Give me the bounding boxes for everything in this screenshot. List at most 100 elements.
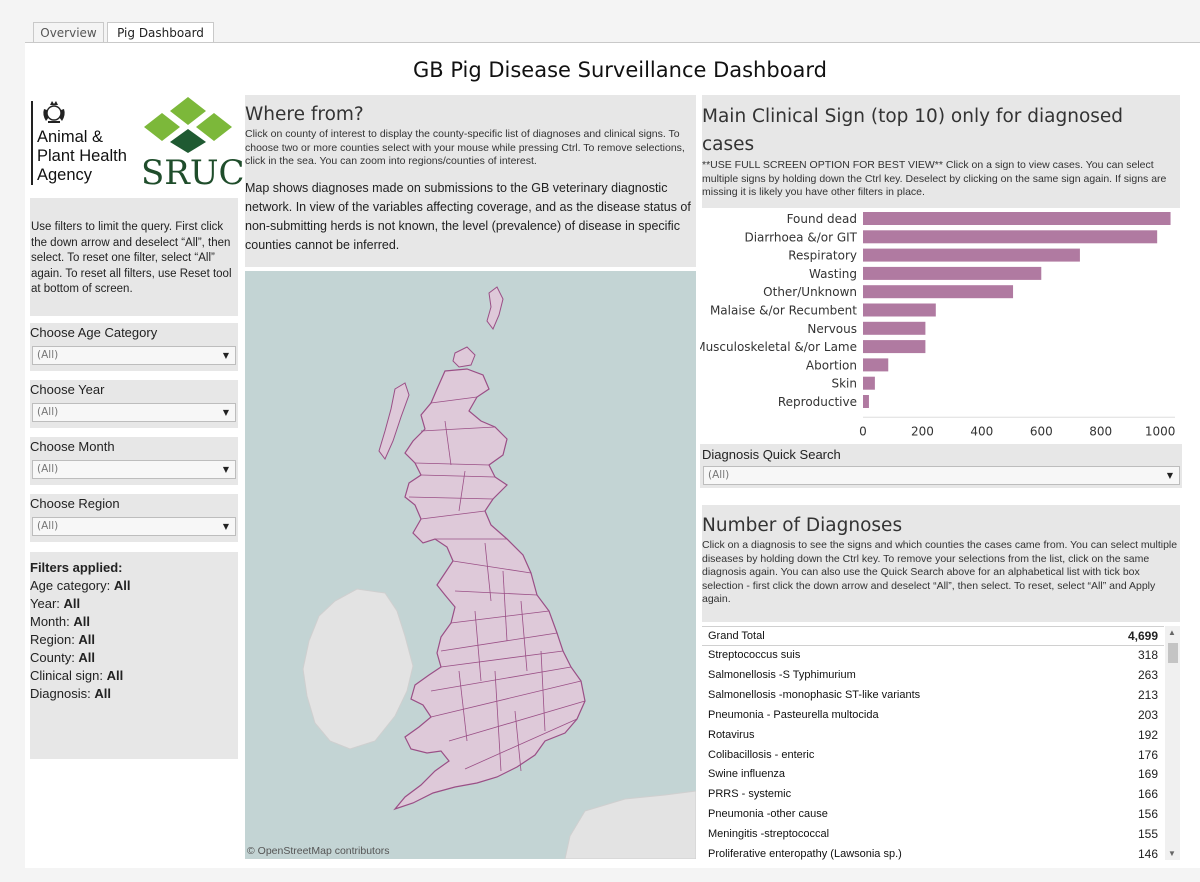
table-row[interactable]: Pneumonia - Pasteurella multocida 203 (702, 706, 1164, 726)
diagnoses-panel: Number of Diagnoses Click on a diagnosis… (702, 505, 1180, 622)
diagnosis-count: 146 (1137, 847, 1158, 860)
region-value: (All) (37, 520, 59, 532)
bar[interactable] (863, 340, 926, 354)
diagnosis-count: 156 (1137, 807, 1158, 822)
grand-total-row[interactable]: Grand Total 4,699 (702, 626, 1164, 646)
diagnosis-count: 4,699 (1127, 629, 1158, 643)
x-tick-label: 1000 (1145, 424, 1176, 438)
diagnosis-name: Rotavirus (708, 728, 755, 741)
tab-pig-dashboard[interactable]: Pig Dashboard (107, 22, 214, 44)
table-row[interactable]: PRRS - systemic 166 (702, 785, 1164, 805)
tab-overview[interactable]: Overview (33, 22, 104, 43)
applied-clinical-sign: Clinical sign: All (30, 667, 238, 685)
where-from-note: Map shows diagnoses made on submissions … (245, 180, 691, 252)
table-row[interactable]: Colibacillosis - enteric 176 (702, 746, 1164, 766)
category-label[interactable]: Found dead (787, 212, 857, 226)
apha-divider (31, 101, 33, 185)
county-map[interactable]: © OpenStreetMap contributors (245, 271, 696, 859)
bar[interactable] (863, 230, 1158, 244)
applied-county: County: All (30, 649, 238, 667)
clinical-sign-bar-chart[interactable]: Found dead Diarrhoea &/or GIT Respiratory W… (700, 207, 1182, 442)
dashboard-title: GB Pig Disease Surveillance Dashboard (412, 58, 828, 82)
filter-instructions: Use filters to limit the query. First cl… (30, 198, 238, 316)
map-svg[interactable] (245, 271, 696, 859)
category-label[interactable]: Wasting (809, 267, 857, 281)
table-row[interactable]: Streptococcus suis 318 (702, 646, 1164, 666)
diagnosis-count: 176 (1137, 747, 1158, 762)
category-label[interactable]: Musculoskeletal &/or Lame (700, 340, 857, 354)
applied-value: All (113, 578, 131, 593)
bar[interactable] (863, 303, 936, 317)
scroll-down-icon[interactable]: ▼ (1168, 849, 1176, 858)
category-label[interactable]: Respiratory (788, 249, 857, 263)
diagnoses-table: Proliferative enteropathy (Lawsonia sp.)… (702, 626, 1180, 860)
bar[interactable] (863, 376, 875, 390)
applied-value: All (94, 686, 111, 701)
bar[interactable] (863, 358, 889, 372)
sruc-leaf-icon (144, 97, 232, 153)
royal-crest-icon (43, 101, 65, 123)
bar[interactable] (863, 395, 869, 408)
category-label[interactable]: Other/Unknown (763, 285, 857, 299)
applied-label: Year: (30, 596, 64, 611)
filters-applied-heading: Filters applied: (30, 560, 123, 575)
quick-search-dropdown[interactable]: (All) ▼ (703, 466, 1180, 485)
table-row[interactable]: Salmonellosis -monophasic ST-like varian… (702, 686, 1164, 706)
where-from-instructions: Click on county of interest to display t… (245, 128, 685, 167)
logo-area: Animal & Plant Health Agency SRUC (30, 95, 245, 195)
age-category-dropdown[interactable]: (All) ▼ (32, 346, 236, 365)
scrollbar-thumb[interactable] (1168, 643, 1178, 663)
where-from-panel: Where from? Click on county of interest … (245, 95, 696, 267)
shetland-islands[interactable] (486, 286, 504, 330)
category-label[interactable]: Diarrhoea &/or GIT (744, 230, 857, 244)
applied-age: Age category: All (30, 577, 238, 595)
diagnosis-name: Streptococcus suis (708, 649, 801, 661)
applied-value: All (106, 668, 124, 683)
table-row[interactable]: Meningitis -streptococcal 155 (702, 825, 1164, 845)
month-label: Choose Month (30, 439, 115, 454)
month-dropdown[interactable]: (All) ▼ (32, 460, 236, 479)
diagnoses-instructions: Click on a diagnosis to see the signs an… (702, 539, 1178, 605)
year-value: (All) (37, 406, 59, 418)
bar[interactable] (863, 248, 1080, 262)
year-dropdown[interactable]: (All) ▼ (32, 403, 236, 422)
age-category-label: Choose Age Category (30, 325, 158, 340)
table-row[interactable]: Swine influenza 169 (702, 765, 1164, 785)
category-label[interactable]: Reproductive (778, 395, 857, 409)
scroll-up-icon[interactable]: ▲ (1168, 628, 1176, 637)
diagnosis-name: Swine influenza (708, 768, 786, 781)
table-row[interactable]: Pneumonia -other cause 156 (702, 805, 1164, 825)
sruc-logo-text: SRUC (141, 153, 245, 193)
diagnosis-name: PRRS - systemic (708, 788, 792, 801)
table-scrollbar[interactable]: ▲ ▼ (1165, 626, 1180, 860)
category-label[interactable]: Skin (831, 377, 857, 391)
table-row[interactable]: Salmonellosis -S Typhimurium 263 (702, 666, 1164, 686)
category-label[interactable]: Nervous (807, 322, 857, 336)
chevron-down-icon: ▼ (1166, 471, 1173, 480)
applied-diagnosis: Diagnosis: All (30, 685, 238, 703)
apha-line-3: Agency (37, 166, 93, 184)
county-borders (408, 396, 586, 772)
region-dropdown[interactable]: (All) ▼ (32, 517, 236, 536)
table-row[interactable]: Rotavirus 192 (702, 726, 1164, 746)
outer-hebrides[interactable] (378, 382, 410, 460)
age-category-value: (All) (37, 349, 59, 361)
category-label[interactable]: Abortion (806, 358, 857, 372)
diagnosis-name: Salmonellosis -S Typhimurium (708, 668, 856, 681)
diagnosis-count: 263 (1137, 667, 1158, 682)
orkney-islands[interactable] (452, 346, 476, 368)
bar[interactable] (863, 266, 1042, 280)
applied-month: Month: All (30, 613, 238, 631)
table-row[interactable]: Proliferative enteropathy (Lawsonia sp.)… (702, 845, 1164, 860)
category-label[interactable]: Malaise &/or Recumbent (710, 304, 857, 318)
diagnosis-count: 192 (1137, 727, 1158, 742)
applied-region: Region: All (30, 631, 238, 649)
bar[interactable] (863, 212, 1171, 225)
apha-logo-text: Animal & Plant Health Agency (37, 128, 127, 185)
bar[interactable] (863, 285, 1014, 299)
map-credit: © OpenStreetMap contributors (247, 845, 390, 857)
bar[interactable] (863, 321, 926, 335)
diagnosis-name: Pneumonia - Pasteurella multocida (708, 708, 879, 721)
diagnosis-name: Pneumonia -other cause (708, 808, 828, 821)
applied-value: All (63, 596, 81, 611)
